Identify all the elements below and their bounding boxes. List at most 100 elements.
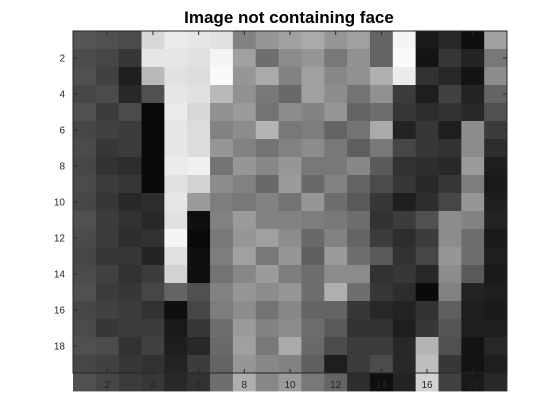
heatmap-cell-r8-c9: [255, 157, 279, 176]
x-tick-label: 2: [104, 380, 110, 391]
heatmap-cell-r15-c14: [369, 283, 394, 302]
heatmap-cell-r8-c10: [278, 157, 302, 176]
heatmap-cell-r1-c15: [392, 31, 417, 50]
heatmap-cell-r10-c2: [95, 193, 120, 212]
heatmap-cell-r15-c1: [73, 283, 97, 302]
y-tick-label: 18: [54, 342, 66, 353]
heatmap-cell-r16-c14: [369, 301, 394, 320]
heatmap-cell-r12-c15: [392, 229, 417, 248]
x-tick-label: 16: [421, 380, 433, 391]
heatmap-cell-r16-c15: [392, 301, 417, 320]
heatmap-cell-r6-c3: [118, 121, 142, 140]
heatmap-cell-r9-c8: [232, 175, 257, 194]
heatmap-cell-r9-c12: [324, 175, 348, 194]
heatmap-cell-r8-c6: [187, 157, 211, 176]
y-tick-label: 2: [59, 54, 65, 65]
heatmap-cell-r8-c11: [301, 157, 325, 176]
heatmap-cell-r20-c13: [347, 373, 371, 392]
heatmap-cell-r9-c13: [347, 175, 371, 194]
heatmap-cell-r13-c6: [187, 247, 211, 266]
heatmap-cell-r7-c15: [392, 139, 417, 158]
heatmap-cell-r10-c3: [118, 193, 142, 212]
heatmap-cell-r8-c4: [141, 157, 165, 176]
heatmap-cell-r1-c5: [164, 31, 188, 50]
heatmap-cell-r11-c6: [187, 211, 211, 230]
heatmap-cell-r17-c19: [484, 319, 508, 338]
axis-ticks: 2 4 6 8 10 12 14 16 18 2 4 6 8 10 12 14 16 18: [54, 31, 507, 391]
heatmap-cell-r4-c2: [95, 85, 120, 104]
heatmap-cell-r9-c14: [369, 175, 394, 194]
heatmap-cell-r17-c8: [232, 319, 257, 338]
heatmap-cell-r11-c7: [210, 211, 234, 230]
heatmap-cell-r20-c5: [164, 373, 188, 392]
heatmap-cell-r19-c6: [187, 355, 211, 374]
x-tick-label: 6: [196, 380, 202, 391]
heatmap-cell-r19-c11: [301, 355, 325, 374]
heatmap-cell-r14-c14: [369, 265, 394, 284]
heatmap-cell-r2-c12: [324, 49, 348, 68]
heatmap-cell-r17-c13: [347, 319, 371, 338]
heatmap-cell-r20-c9: [255, 373, 279, 392]
heatmap-cell-r2-c9: [255, 49, 279, 68]
heatmap-cell-r18-c17: [438, 337, 462, 356]
heatmap-cell-r14-c12: [324, 265, 348, 284]
heatmap-cell-r10-c15: [392, 193, 417, 212]
heatmap-cell-r7-c12: [324, 139, 348, 158]
heatmap-cell-r3-c2: [95, 67, 120, 86]
heatmap-cell-r18-c18: [461, 337, 485, 356]
heatmap-cell-r6-c8: [232, 121, 257, 140]
heatmap-cell-r5-c9: [255, 103, 279, 122]
heatmap-cell-r12-c10: [278, 229, 302, 248]
heatmap-cell-r14-c13: [347, 265, 371, 284]
heatmap-cell-r17-c3: [118, 319, 142, 338]
heatmap-cell-r6-c19: [484, 121, 508, 140]
heatmap-cell-r15-c5: [164, 283, 188, 302]
heatmap-cell-r20-c15: [392, 373, 417, 392]
heatmap-cell-r14-c8: [232, 265, 257, 284]
heatmap-cell-r12-c1: [73, 229, 97, 248]
heatmap-cell-r2-c7: [210, 49, 234, 68]
heatmap-cell-r5-c11: [301, 103, 325, 122]
heatmap-cell-r10-c18: [461, 193, 485, 212]
heatmap-cell-r15-c2: [95, 283, 120, 302]
heatmap-cell-r1-c1: [73, 31, 97, 50]
heatmap-cell-r10-c5: [164, 193, 188, 212]
heatmap-cell-r11-c18: [461, 211, 485, 230]
heatmap-cell-r10-c7: [210, 193, 234, 212]
heatmap-cell-r16-c19: [484, 301, 508, 320]
heatmap-cell-r2-c16: [415, 49, 439, 68]
heatmap-cell-r11-c3: [118, 211, 142, 230]
heatmap-cell-r8-c15: [392, 157, 417, 176]
heatmap-cell-r19-c15: [392, 355, 417, 374]
heatmap-cell-r16-c4: [141, 301, 165, 320]
heatmap-cell-r17-c14: [369, 319, 394, 338]
heatmap-cell-r6-c11: [301, 121, 325, 140]
heatmap-cell-r14-c11: [301, 265, 325, 284]
heatmap-cell-r13-c5: [164, 247, 188, 266]
heatmap-cell-r8-c18: [461, 157, 485, 176]
heatmap-cell-r15-c17: [438, 283, 462, 302]
heatmap-cell-r18-c6: [187, 337, 211, 356]
heatmap-cell-r7-c11: [301, 139, 325, 158]
heatmap-cell-r7-c4: [141, 139, 165, 158]
heatmap-cell-r2-c15: [392, 49, 417, 68]
heatmap-cell-r18-c9: [255, 337, 279, 356]
heatmap-cell-r5-c13: [347, 103, 371, 122]
heatmap-cell-r2-c5: [164, 49, 188, 68]
heatmap-cell-r7-c17: [438, 139, 462, 158]
heatmap-cell-r1-c12: [324, 31, 348, 50]
heatmap-cell-r14-c3: [118, 265, 142, 284]
heatmap-cell-r15-c6: [187, 283, 211, 302]
heatmap-cell-r12-c19: [484, 229, 508, 248]
heatmap-cell-r9-c5: [164, 175, 188, 194]
heatmap-cell-r15-c11: [301, 283, 325, 302]
heatmap-cell-r11-c11: [301, 211, 325, 230]
heatmap-cell-r2-c8: [232, 49, 257, 68]
heatmap-cell-r4-c10: [278, 85, 302, 104]
heatmap-cell-r7-c3: [118, 139, 142, 158]
heatmap-cell-r14-c15: [392, 265, 417, 284]
heatmap-cell-r13-c9: [255, 247, 279, 266]
heatmap-cell-r8-c7: [210, 157, 234, 176]
heatmap-cell-r8-c13: [347, 157, 371, 176]
